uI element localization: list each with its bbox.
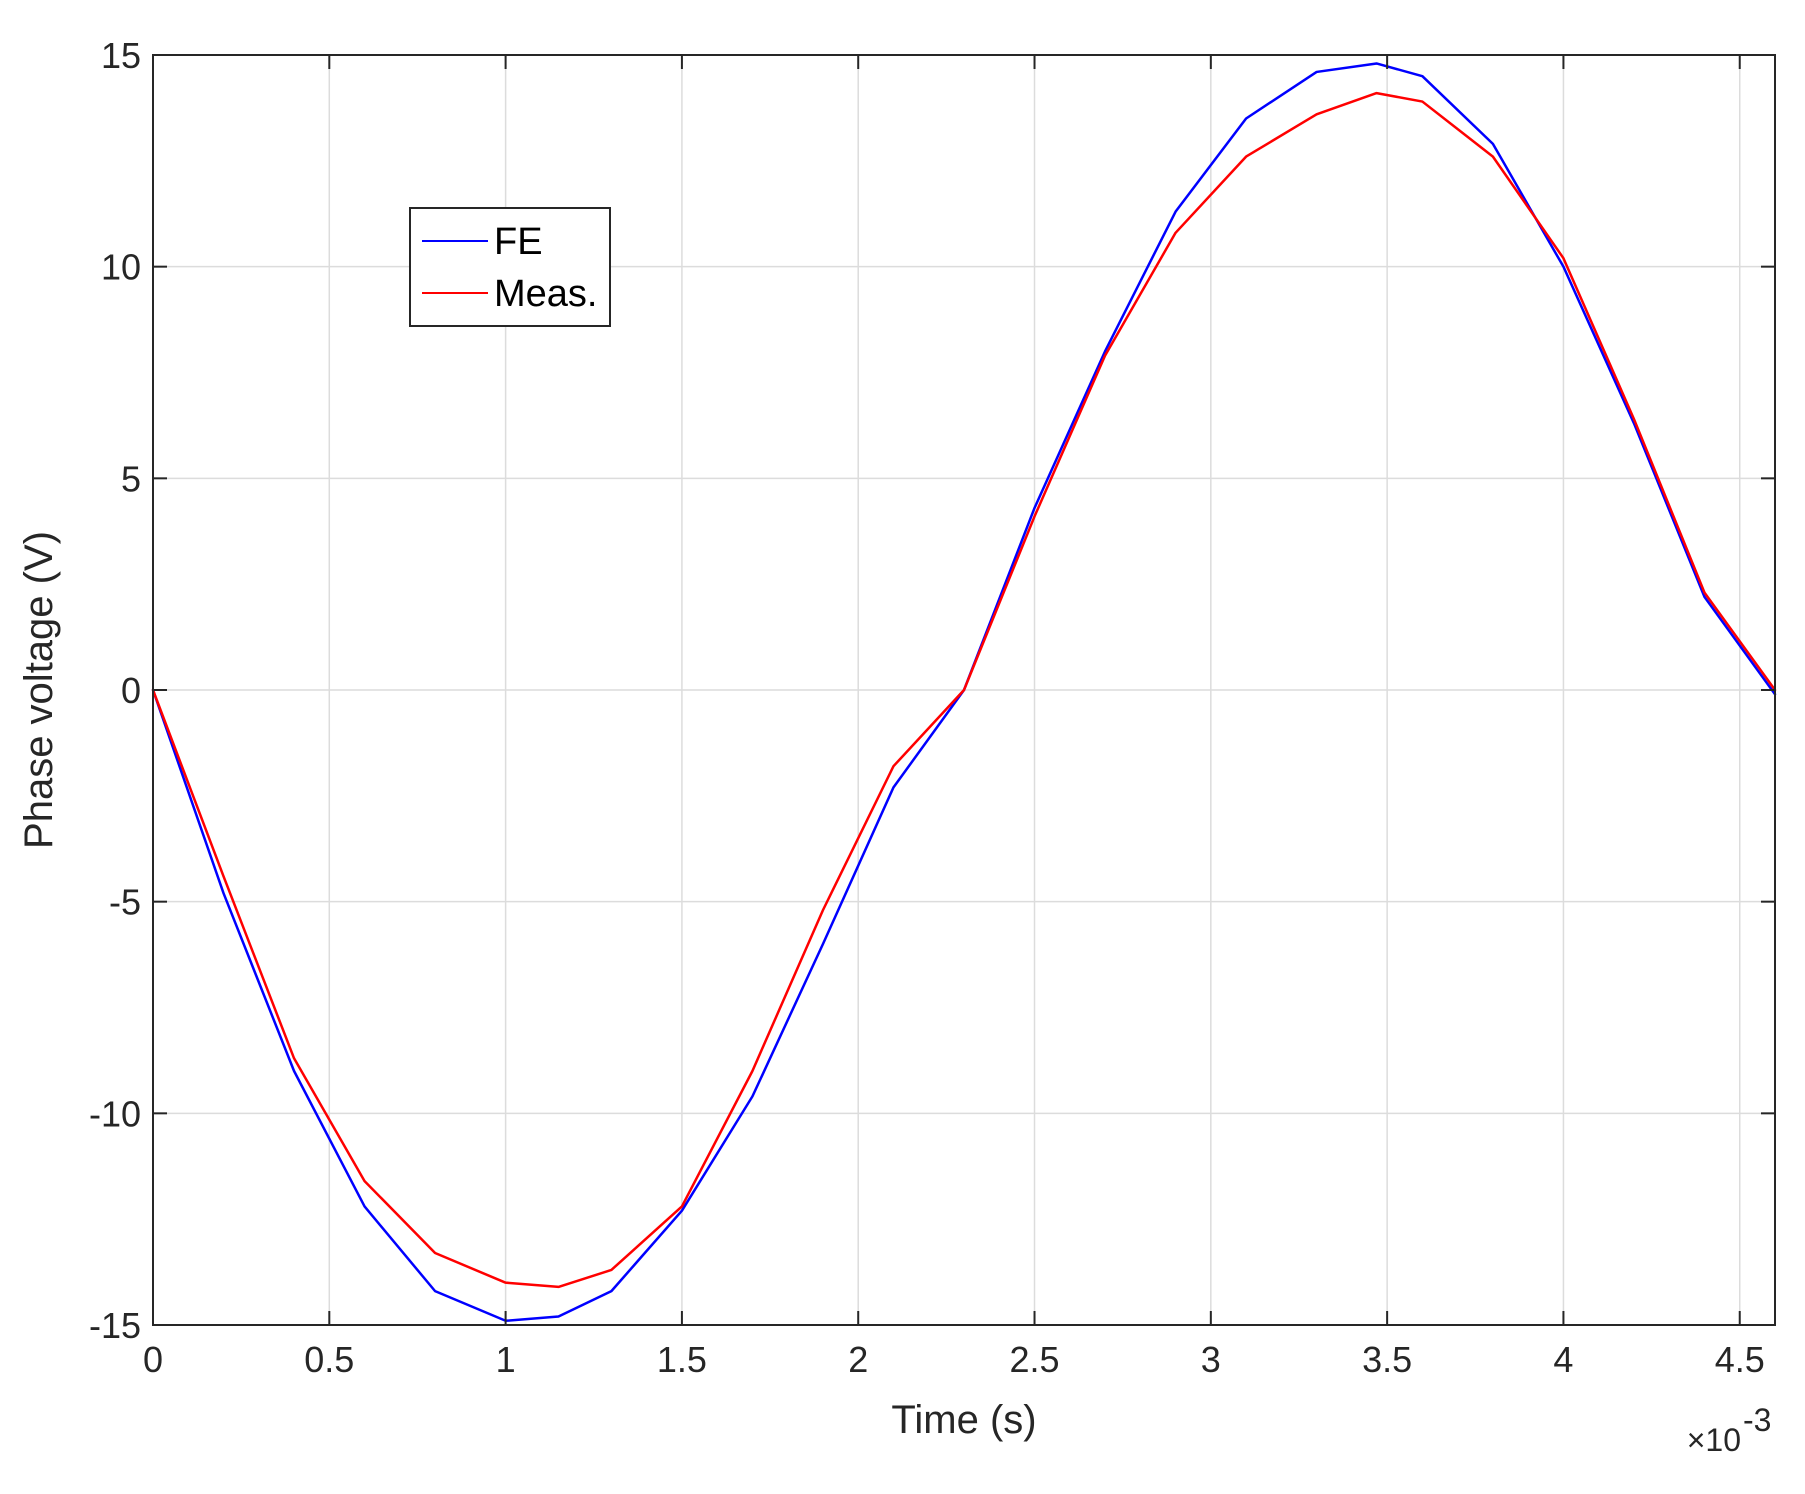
y-tick-label-6: 15 bbox=[101, 35, 141, 76]
series-lines bbox=[151, 62, 1777, 1323]
y-tick-label-2: -5 bbox=[109, 882, 141, 923]
legend-label-meas: Meas. bbox=[494, 273, 597, 315]
legend-label-fe: FE bbox=[494, 221, 543, 263]
x-exponent-power: -3 bbox=[1743, 1402, 1771, 1438]
y-tick-label-4: 5 bbox=[121, 458, 141, 499]
x-tick-label-7: 3.5 bbox=[1362, 1339, 1412, 1380]
y-tick-label-5: 10 bbox=[101, 247, 141, 288]
x-axis-exponent: ×10 -3 bbox=[1687, 1402, 1772, 1458]
x-exponent-base: ×10 bbox=[1687, 1422, 1741, 1458]
x-tick-label-8: 4 bbox=[1553, 1339, 1573, 1380]
y-axis-label: Phase voltage (V) bbox=[17, 531, 61, 849]
legend[interactable]: FE Meas. bbox=[409, 207, 611, 327]
y-tick-label-3: 0 bbox=[121, 670, 141, 711]
y-tick-label-0: -15 bbox=[89, 1305, 141, 1346]
x-tick-label-2: 1 bbox=[496, 1339, 516, 1380]
x-tick-label-4: 2 bbox=[848, 1339, 868, 1380]
series-line-meas bbox=[151, 91, 1777, 1289]
axis-ticks: 0 0.5 1 1.5 2 2.5 3 3.5 4 4.5 -15 -10 -5 0 5 10 15 bbox=[89, 35, 1775, 1380]
x-tick-label-0: 0 bbox=[143, 1339, 163, 1380]
y-tick-label-1: -10 bbox=[89, 1093, 141, 1134]
x-tick-label-1: 0.5 bbox=[304, 1339, 354, 1380]
x-tick-label-3: 1.5 bbox=[657, 1339, 707, 1380]
legend-box bbox=[409, 207, 611, 327]
x-tick-label-9: 4.5 bbox=[1715, 1339, 1765, 1380]
x-tick-label-6: 3 bbox=[1201, 1339, 1221, 1380]
x-axis-label: Time (s) bbox=[891, 1398, 1036, 1442]
x-tick-label-5: 2.5 bbox=[1009, 1339, 1059, 1380]
